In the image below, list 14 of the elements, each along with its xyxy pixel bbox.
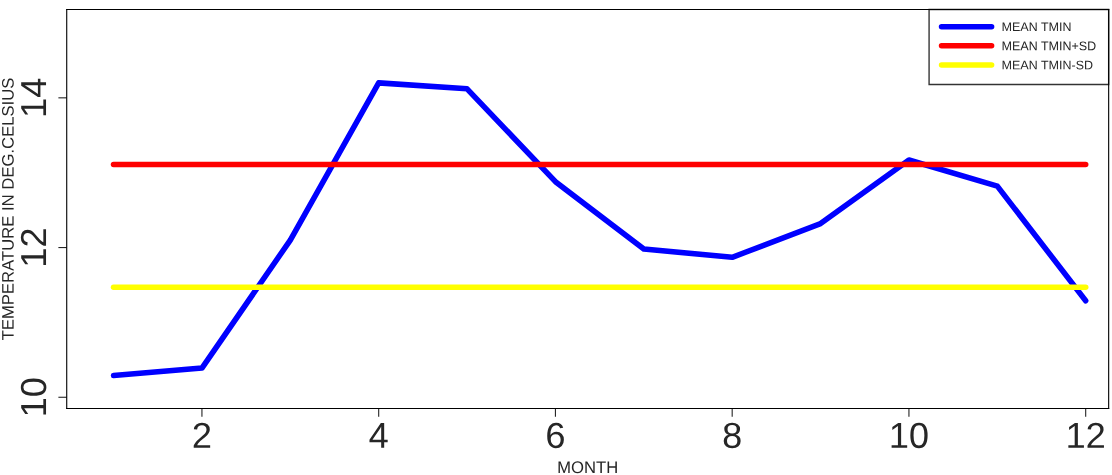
x-tick-label: 10 <box>891 422 928 449</box>
legend-label: MEAN TMIN-SD <box>1002 60 1093 70</box>
x-tick-label: 2 <box>193 422 211 448</box>
y-tick-label: 10 <box>20 378 47 415</box>
x-tick-label: 4 <box>369 423 388 448</box>
y-tick-label: 14 <box>21 78 47 116</box>
x-tick-label: 6 <box>547 422 564 449</box>
x-tick-label: 12 <box>1068 422 1104 448</box>
y-tick-label: 12 <box>20 229 47 265</box>
x-tick-label: 8 <box>723 422 741 449</box>
legend-label: MEAN TMIN <box>1002 22 1071 32</box>
legend-label: MEAN TMIN+SD <box>1002 41 1096 51</box>
x-axis-title: MONTH <box>558 461 617 474</box>
y-axis-title: TEMPERATURE IN DEG.CELSIUS <box>1 78 14 340</box>
